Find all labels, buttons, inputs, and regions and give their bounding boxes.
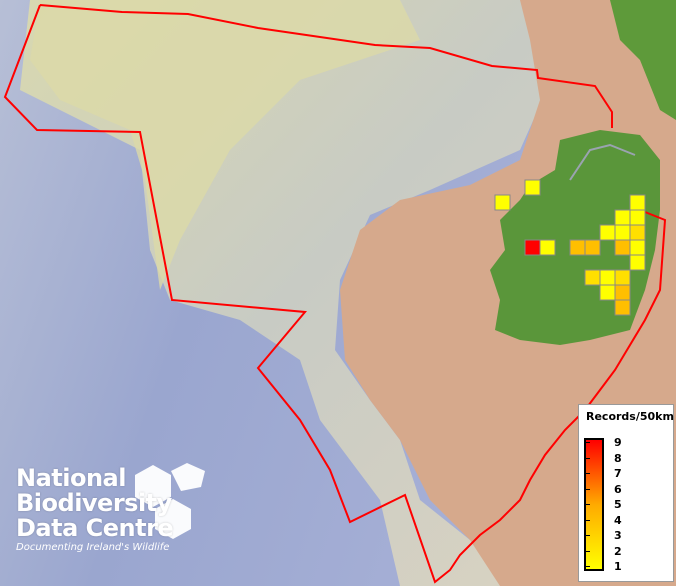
eez-boundary (3, 4, 667, 584)
record-cell[interactable] (629, 224, 646, 241)
legend-tick-label: 6 (614, 482, 622, 496)
legend-title: Records/50km (586, 410, 674, 423)
legend-tick-label: 1 (614, 560, 622, 573)
record-cell[interactable] (614, 269, 631, 286)
record-cell[interactable] (614, 239, 631, 256)
record-cell[interactable] (614, 224, 631, 241)
border-northern-ireland (569, 143, 636, 181)
logo-emblem (135, 463, 205, 539)
record-cell[interactable] (629, 239, 646, 256)
legend-tick-mark (586, 566, 590, 567)
record-cell[interactable] (494, 194, 511, 211)
record-cell[interactable] (629, 194, 646, 211)
legend-tick-label: 2 (614, 544, 622, 558)
legend-tick-mark (586, 550, 590, 552)
legend-tick-mark (586, 535, 590, 536)
record-cell[interactable] (614, 299, 631, 316)
logo-line3: Data Centre (16, 514, 174, 542)
record-cell[interactable] (539, 239, 556, 256)
nbdc-logo: National Biodiversity Data Centre Docume… (16, 464, 174, 554)
record-grid (494, 179, 646, 316)
legend-tick-label: 7 (614, 467, 622, 480)
record-cell[interactable] (599, 284, 616, 301)
legend-tick-mark (586, 488, 590, 490)
record-cell[interactable] (599, 224, 616, 241)
eez-boundary (39, 4, 613, 128)
record-cell[interactable] (524, 179, 541, 196)
logo-tagline: Documenting Ireland's Wildlife (16, 542, 170, 553)
logo-line1: National (16, 464, 126, 492)
record-cell[interactable] (584, 269, 601, 286)
record-cell[interactable] (569, 239, 586, 256)
land-britain-green (610, 0, 676, 120)
legend-color-scale (584, 438, 604, 571)
legend-tick-mark (586, 504, 590, 505)
record-cell[interactable] (599, 269, 616, 286)
shelf-upper (30, 0, 420, 290)
legend-tick-mark (586, 457, 590, 459)
record-cell[interactable] (614, 284, 631, 301)
legend-tick-label: 3 (614, 529, 622, 542)
legend-tick-mark (586, 442, 590, 443)
logo-line2: Biodiversity (16, 489, 172, 517)
legend-tick-label: 9 (614, 436, 622, 449)
legend-tick-label: 8 (614, 451, 622, 465)
record-cell[interactable] (629, 254, 646, 271)
record-cell[interactable] (614, 209, 631, 226)
legend-tick-label: 5 (614, 498, 622, 511)
legend: Records/50km 9 8 7 6 5 4 3 2 1 (578, 404, 674, 582)
record-cell[interactable] (584, 239, 601, 256)
legend-tick-mark (586, 473, 590, 474)
legend-tick-mark (586, 519, 590, 521)
legend-tick-label: 4 (614, 513, 622, 527)
record-cell[interactable] (629, 209, 646, 226)
record-cell[interactable] (524, 239, 541, 256)
